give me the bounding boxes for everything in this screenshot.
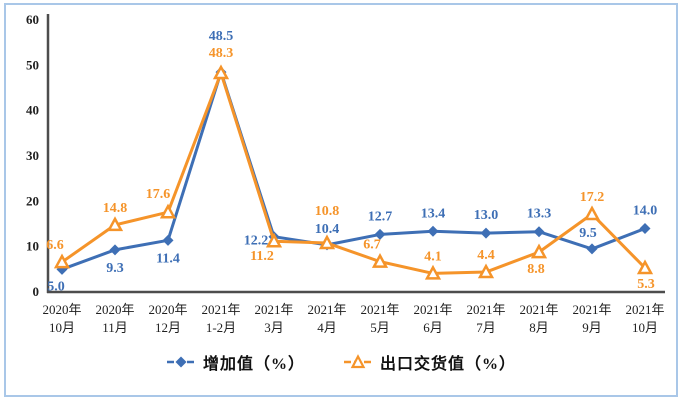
- data-point-marker-triangle: [477, 263, 495, 279]
- data-label: 17.6: [146, 187, 171, 202]
- y-tick-label: 60: [26, 12, 39, 27]
- chart-frame-border: [4, 3, 678, 397]
- data-label: 9.3: [106, 261, 124, 276]
- x-tick-label: 2021年 1-2月: [201, 302, 240, 335]
- x-tick-label: 2020年 12月: [148, 302, 187, 335]
- x-tick-label: 2021年 6月: [413, 302, 452, 335]
- data-point-marker-diamond: [374, 228, 386, 240]
- y-tick-label: 0: [33, 284, 40, 299]
- legend-label-export-delivery: 出口交货值（%）: [380, 356, 517, 373]
- data-label: 6.6: [46, 238, 64, 253]
- data-point-marker-diamond: [162, 234, 174, 246]
- data-label: 13.0: [474, 208, 499, 223]
- data-label: 5.0: [47, 279, 65, 294]
- x-tick-label: 2021年 8月: [519, 302, 558, 335]
- data-point-marker-triangle: [265, 232, 283, 248]
- data-label: 14.8: [103, 201, 128, 216]
- data-label: 4.1: [424, 249, 442, 264]
- data-label: 17.2: [580, 190, 605, 205]
- data-point-marker-triangle: [424, 264, 442, 280]
- data-label: 14.0: [633, 204, 658, 219]
- data-label: 9.5: [579, 226, 597, 241]
- data-label: 13.4: [421, 206, 446, 221]
- data-label: 10.8: [315, 204, 340, 219]
- x-tick-label: 2021年 3月: [254, 302, 293, 335]
- x-tick-label: 2021年 10月: [625, 302, 664, 335]
- data-point-marker-triangle: [636, 259, 654, 275]
- data-label: 10.4: [315, 222, 340, 237]
- data-point-marker-triangle: [106, 216, 124, 232]
- data-point-marker-triangle: [530, 243, 548, 259]
- legend-item-value-added: 增加值（%）: [166, 350, 305, 374]
- data-label: 4.4: [477, 248, 495, 263]
- data-point-marker-diamond: [586, 243, 598, 255]
- y-tick-label: 30: [26, 148, 39, 163]
- data-point-marker-diamond: [533, 226, 545, 238]
- x-tick-label: 2021年 9月: [572, 302, 611, 335]
- data-label: 13.3: [527, 207, 552, 222]
- y-tick-label: 40: [26, 103, 39, 118]
- data-point-marker-triangle: [53, 253, 71, 269]
- legend-marker-triangle-icon: [344, 354, 372, 369]
- data-point-marker-triangle: [583, 205, 601, 221]
- data-point-marker-triangle: [318, 234, 336, 250]
- y-tick-label: 20: [26, 193, 39, 208]
- x-tick-label: 2020年 10月: [42, 302, 81, 335]
- data-label: 48.5: [209, 29, 234, 44]
- data-point-marker-triangle: [159, 203, 177, 219]
- series-line-1: [61, 71, 647, 275]
- data-point-marker-triangle: [212, 64, 230, 80]
- data-point-marker-triangle: [371, 253, 389, 268]
- data-label: 12.2: [244, 234, 269, 249]
- x-tick-label: 2021年 7月: [466, 302, 505, 335]
- data-label: 6.7: [363, 238, 381, 253]
- data-point-marker-diamond: [639, 223, 651, 235]
- data-label: 11.2: [250, 249, 274, 264]
- y-tick-label: 50: [26, 57, 39, 72]
- data-label: 11.4: [156, 251, 180, 266]
- data-label: 48.3: [209, 46, 234, 61]
- x-tick-label: 2020年 11月: [95, 302, 134, 335]
- data-label: 12.7: [368, 209, 393, 224]
- data-point-marker-diamond: [427, 225, 439, 237]
- data-label: 8.8: [527, 262, 545, 277]
- y-tick-label: 10: [26, 239, 39, 254]
- legend-label-value-added: 增加值（%）: [202, 356, 305, 373]
- data-point-marker-diamond: [109, 244, 121, 256]
- legend: 增加值（%） 出口交货值（%）: [0, 344, 682, 380]
- legend-marker-diamond-icon: [166, 356, 195, 368]
- x-tick-label: 2021年 4月: [307, 302, 346, 335]
- series-line-0: [61, 70, 646, 271]
- data-label: 5.3: [637, 277, 655, 292]
- legend-item-export-delivery: 出口交货值（%）: [343, 350, 516, 374]
- data-point-marker-diamond: [480, 227, 492, 239]
- x-tick-label: 2021年 5月: [360, 302, 399, 335]
